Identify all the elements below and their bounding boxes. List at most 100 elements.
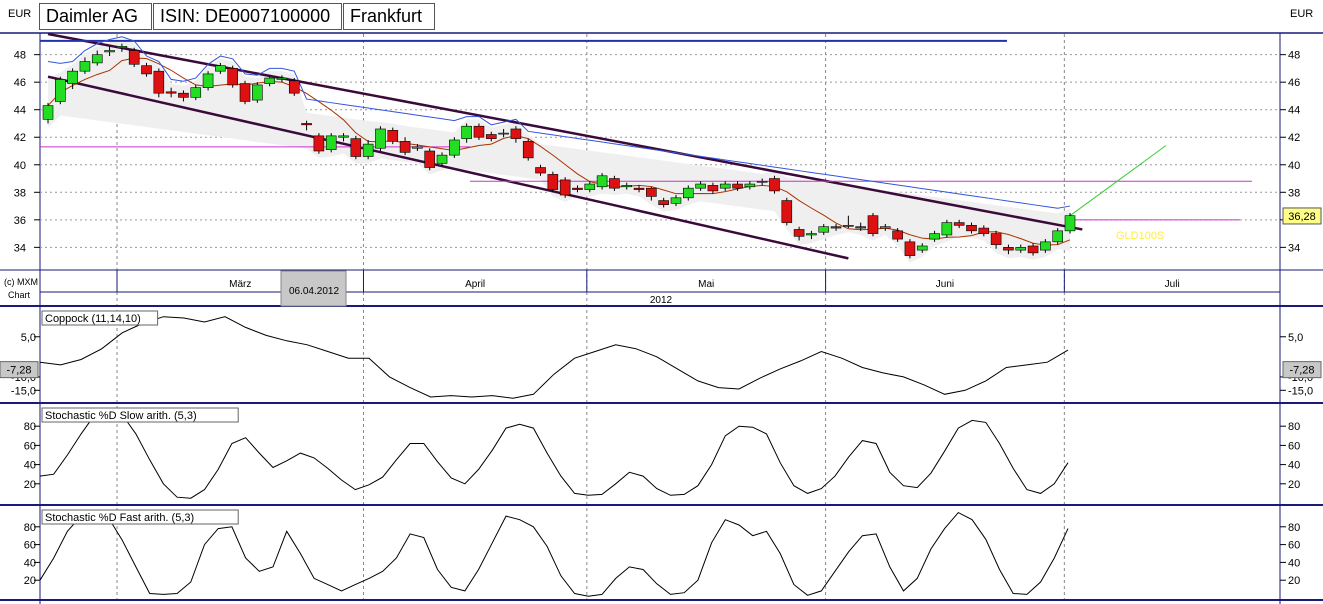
y-tick-label-right: 46 <box>1288 77 1300 89</box>
candle-body <box>855 226 866 229</box>
price-candles <box>42 43 1076 259</box>
y-tick-label: 42 <box>14 132 26 144</box>
candle-body <box>498 132 509 135</box>
candle-body <box>670 197 682 204</box>
candle-body <box>190 87 202 98</box>
y-tick-label: -15,0 <box>11 385 36 397</box>
exchange-label: Frankfurt <box>343 3 435 30</box>
candle-body <box>338 135 349 138</box>
price-area-fill <box>48 39 1070 263</box>
candle-body <box>966 225 977 232</box>
candle-body <box>264 77 275 84</box>
indicator-line <box>39 316 1069 399</box>
candle-body <box>584 183 596 190</box>
y-tick-label: 20 <box>24 479 36 491</box>
y-tick-label-right: 60 <box>1288 440 1300 452</box>
candle-body <box>719 183 731 189</box>
candle-body <box>1003 247 1014 251</box>
candle-body <box>510 128 522 139</box>
cloud-fill <box>48 39 1070 263</box>
y-tick-label: 80 <box>24 522 36 534</box>
y-tick-label-right: 40 <box>1288 557 1300 569</box>
panel-title-box <box>41 407 239 423</box>
y-tick-label: 44 <box>14 105 26 117</box>
candle-body <box>67 70 78 84</box>
y-tick-label-right: 80 <box>1288 421 1300 433</box>
instrument-name: Daimler AG <box>39 3 152 30</box>
y-tick-label-right: 40 <box>1288 160 1300 172</box>
y-tick-label: 5,0 <box>21 332 36 344</box>
y-tick-label: 20 <box>24 575 36 587</box>
candle-body <box>522 141 534 159</box>
panel-title-box <box>41 310 159 326</box>
band-line <box>47 36 1071 209</box>
candle-body <box>978 227 990 234</box>
copyright-line2: Chart <box>8 290 31 300</box>
chart-header: EUR Daimler AG ISIN: DE0007100000 Frankf… <box>0 0 1323 34</box>
currency-right: EUR <box>1290 8 1314 20</box>
candle-body <box>141 65 152 75</box>
candle-body <box>793 229 805 237</box>
value-badge-left <box>0 361 39 379</box>
isin-label: ISIN: DE0007100000 <box>153 3 342 30</box>
candle-body <box>1040 241 1051 251</box>
candle-body <box>424 150 436 168</box>
y-tick-label: 38 <box>14 187 26 199</box>
candle-body <box>153 70 165 94</box>
indicator-line <box>39 511 1069 597</box>
candle-body <box>682 187 694 199</box>
month-label: Mai <box>698 279 714 290</box>
y-tick-label: 40 <box>24 557 36 569</box>
candle-body <box>116 46 128 49</box>
candle-body <box>104 50 115 53</box>
candle-body <box>769 178 780 192</box>
channel-lower <box>47 75 849 260</box>
ma-label: GLD100S <box>1116 230 1164 242</box>
value-badge-right-text: -7,28 <box>1289 365 1314 377</box>
month-labels: März April Mai Juni Juli <box>229 279 1180 290</box>
candle-body <box>362 143 374 157</box>
candle-body <box>412 146 423 149</box>
candle-body <box>387 130 399 142</box>
y-tick-label: 34 <box>14 242 26 254</box>
month-label: Juni <box>936 279 954 290</box>
stochastic-slow-panel: 80 80 60 60 40 40 20 20 Stochastic %D Slow arith… <box>24 407 1300 499</box>
candle-body <box>1064 215 1076 232</box>
y-tick-label-right: 20 <box>1288 479 1300 491</box>
candle-body <box>276 77 288 80</box>
candle-body <box>953 222 965 226</box>
y-tick-label: 48 <box>14 50 26 62</box>
candle-body <box>1015 247 1027 251</box>
candle-body <box>990 233 1002 245</box>
candle-body <box>830 226 842 229</box>
candle-body <box>547 174 559 190</box>
y-tick-label: 60 <box>24 440 36 452</box>
highlight-date: 06.04.2012 <box>289 286 339 297</box>
candle-body <box>42 105 54 120</box>
candle-body <box>843 225 854 227</box>
candle-body <box>572 187 583 190</box>
candle-body <box>1027 245 1039 254</box>
candle-body <box>485 134 497 139</box>
candle-body <box>880 226 891 229</box>
candle-body <box>91 54 103 64</box>
candle-body <box>867 215 879 234</box>
last-price-value: 36,28 <box>1288 211 1316 223</box>
candle-body <box>301 123 312 126</box>
month-label: März <box>229 279 251 290</box>
candle-body <box>596 175 608 188</box>
panel-title: Stochastic %D Fast arith. (5,3) <box>45 512 194 524</box>
y-tick-label: 80 <box>24 421 36 433</box>
candle-body <box>436 154 448 164</box>
candle-body <box>781 200 793 223</box>
y-tick-label-right: 5,0 <box>1288 332 1303 344</box>
candle-body <box>658 200 669 205</box>
y-tick-label: 60 <box>24 540 36 552</box>
month-label: April <box>465 279 485 290</box>
highlight-date-box <box>280 270 347 307</box>
last-price-badge <box>1282 207 1322 225</box>
value-badge-left-text: -7,28 <box>6 365 31 377</box>
candle-body <box>892 230 903 240</box>
